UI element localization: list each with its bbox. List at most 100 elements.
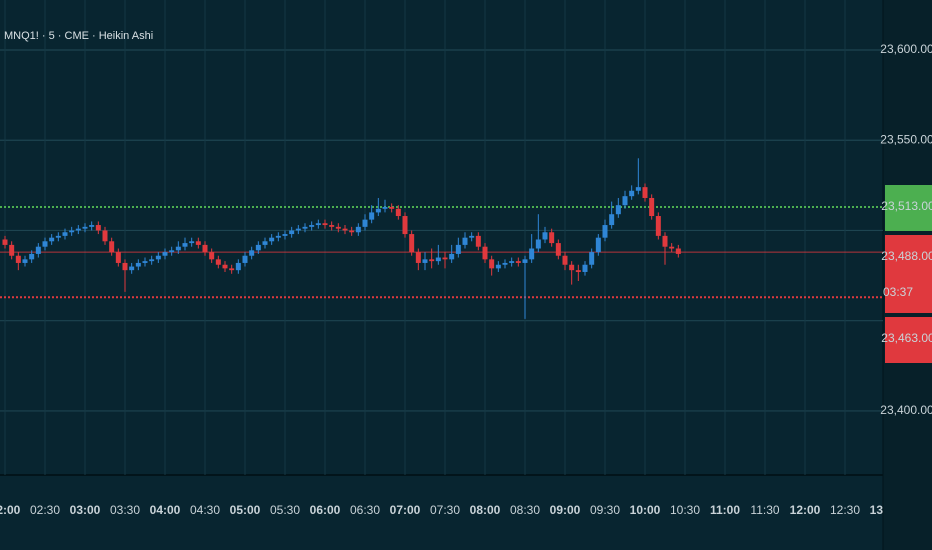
candle-body <box>35 246 41 254</box>
candle-body <box>455 244 461 254</box>
candle-body <box>315 223 321 226</box>
candle-body <box>255 244 261 251</box>
candle-body <box>322 223 328 226</box>
x-tick-label: 13:00 <box>870 503 901 517</box>
candle-body <box>195 241 201 245</box>
candle-body <box>609 214 615 226</box>
x-tick-label: 04:00 <box>150 503 181 517</box>
candles <box>2 158 681 319</box>
candle-body <box>662 235 668 247</box>
candle-body <box>562 255 568 265</box>
candle-body <box>355 226 361 233</box>
candle-body <box>269 237 275 242</box>
candle-body <box>382 207 388 209</box>
candle-body <box>369 212 375 220</box>
candle-body <box>75 228 81 231</box>
candle-body <box>589 252 595 265</box>
candle-body <box>575 270 581 272</box>
candle-body <box>469 235 475 238</box>
candle-body <box>222 264 228 269</box>
candle-body <box>482 246 488 260</box>
candle-body <box>595 237 601 253</box>
candle-body <box>409 234 415 253</box>
x-tick-label: 10:00 <box>630 503 661 517</box>
x-tick-label: 06:30 <box>350 503 380 517</box>
x-tick-label: 05:30 <box>270 503 300 517</box>
candle-body <box>242 255 248 263</box>
price-label: 23,513.00 <box>881 199 932 213</box>
candle-body <box>49 237 55 242</box>
candle-body <box>335 226 341 229</box>
candle-body <box>429 259 435 262</box>
price-label-box <box>885 317 932 364</box>
x-tick-label: 03:30 <box>110 503 140 517</box>
candle-body <box>342 228 348 231</box>
price-label: 23,463.00 <box>881 331 932 345</box>
candle-body <box>402 216 408 235</box>
x-tick-label: 11:00 <box>710 503 740 517</box>
candle-body <box>655 216 661 236</box>
candle-body <box>42 241 48 247</box>
candle-body <box>349 230 355 233</box>
candle-body <box>522 259 528 263</box>
candle-body <box>9 244 15 256</box>
candle-body <box>55 235 61 238</box>
x-tick-label: 09:00 <box>550 503 581 517</box>
candle-body <box>442 257 448 260</box>
candle-body <box>142 261 148 263</box>
candle-body <box>175 246 181 251</box>
x-tick-label: 10:30 <box>670 503 700 517</box>
candle-body <box>235 262 241 271</box>
candle-body <box>89 225 95 227</box>
countdown-label: 03:37 <box>883 285 913 299</box>
candle-body <box>129 266 135 271</box>
price-label: 23,488.00 <box>881 249 932 263</box>
candle-body <box>275 235 281 238</box>
y-tick-label: 23,600.00 <box>880 42 932 56</box>
candle-body <box>202 244 208 253</box>
candle-body <box>62 232 68 236</box>
candle-body <box>229 268 235 271</box>
candle-body <box>569 264 575 271</box>
candle-body <box>509 261 515 263</box>
candle-body <box>362 219 368 227</box>
candle-body <box>422 259 428 263</box>
candle-body <box>309 225 315 227</box>
x-tick-label: 03:00 <box>70 503 101 517</box>
candle-body <box>122 262 128 271</box>
x-tick-label: 12:00 <box>790 503 821 517</box>
candle-body <box>329 225 335 227</box>
candle-body <box>502 262 508 265</box>
candle-body <box>169 250 175 253</box>
candle-body <box>149 259 155 262</box>
x-tick-label: 07:30 <box>430 503 460 517</box>
candle-body <box>635 187 641 191</box>
candle-body <box>375 208 381 213</box>
candle-body <box>29 253 35 260</box>
price-label-box <box>885 235 932 314</box>
price-label-box <box>885 185 932 232</box>
y-tick-label: 23,400.00 <box>880 403 932 417</box>
candle-body <box>435 257 441 262</box>
candle-body <box>95 225 101 231</box>
candle-body <box>15 255 21 263</box>
x-tick-label: 05:00 <box>230 503 261 517</box>
x-tick-label: 08:30 <box>510 503 540 517</box>
candle-body <box>542 232 548 240</box>
y-tick-label: 23,550.00 <box>880 132 932 146</box>
x-tick-label: 02:30 <box>30 503 60 517</box>
x-tick-label: 08:00 <box>470 503 501 517</box>
candle-body <box>649 197 655 217</box>
candle-body <box>529 248 535 260</box>
candle-body <box>462 237 468 245</box>
candle-body <box>102 230 108 242</box>
candle-body <box>549 232 555 244</box>
candle-body <box>389 207 395 209</box>
candle-body <box>475 235 481 247</box>
candle-body <box>249 250 255 256</box>
x-axis: 02:00 02:30 03:00 03:30 04:00 04:30 05:00 05:30… <box>0 503 901 517</box>
x-tick-label: 09:30 <box>590 503 620 517</box>
